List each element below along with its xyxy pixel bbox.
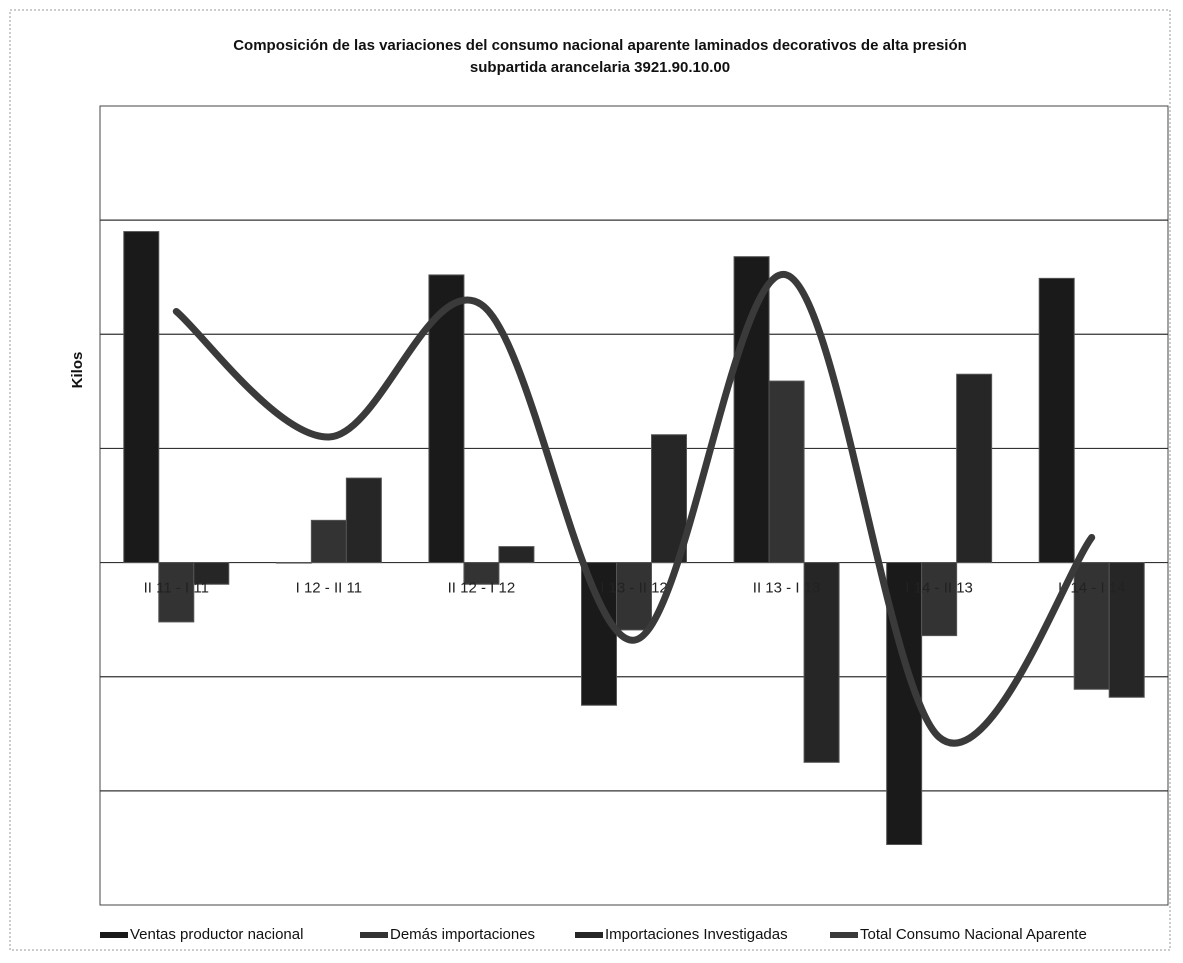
bar — [921, 562, 958, 637]
bar — [803, 562, 840, 763]
x-tick-label: I 14 - II 13 — [905, 580, 973, 597]
legend-swatch — [830, 932, 858, 938]
chart-subtitle: subpartida arancelaria 3921.90.10.00 — [470, 59, 730, 76]
bar — [310, 519, 347, 564]
bar — [616, 562, 652, 631]
bar — [768, 380, 805, 564]
y-axis-label: Kilos — [69, 352, 86, 389]
bar — [345, 477, 382, 564]
bar — [463, 562, 500, 585]
bar — [733, 256, 770, 564]
bar — [498, 546, 535, 564]
x-tick-label: I 12 - II 11 — [296, 580, 362, 597]
legend-swatch — [100, 932, 128, 938]
legend-label: Ventas productor nacional — [130, 926, 303, 943]
chart-title: Composición de las variaciones del consu… — [233, 37, 967, 54]
frame — [9, 9, 1171, 951]
x-tick-label: II 11 - I 11 — [144, 580, 209, 597]
bar — [1038, 277, 1075, 564]
bar — [158, 562, 195, 623]
x-tick-label: II 13 - I 13 — [753, 580, 821, 597]
bar — [956, 373, 993, 564]
x-tick-label: I 13 - II 12 — [600, 580, 668, 597]
bar — [123, 231, 160, 564]
legend-label: Importaciones Investigadas — [605, 926, 788, 943]
x-tick-label: II 14 - I 14 — [1058, 580, 1126, 597]
x-tick-label: II 12 - I 12 — [448, 580, 516, 597]
bar — [581, 562, 617, 706]
plot-area — [99, 105, 1169, 906]
legend-label: Total Consumo Nacional Aparente — [860, 926, 1087, 943]
legend-swatch — [575, 932, 603, 938]
legend-label: Demás importaciones — [390, 926, 535, 943]
bar — [275, 562, 312, 564]
legend-swatch — [360, 932, 388, 938]
bar — [1108, 562, 1145, 698]
line-series — [172, 271, 1096, 747]
bar — [193, 562, 230, 585]
